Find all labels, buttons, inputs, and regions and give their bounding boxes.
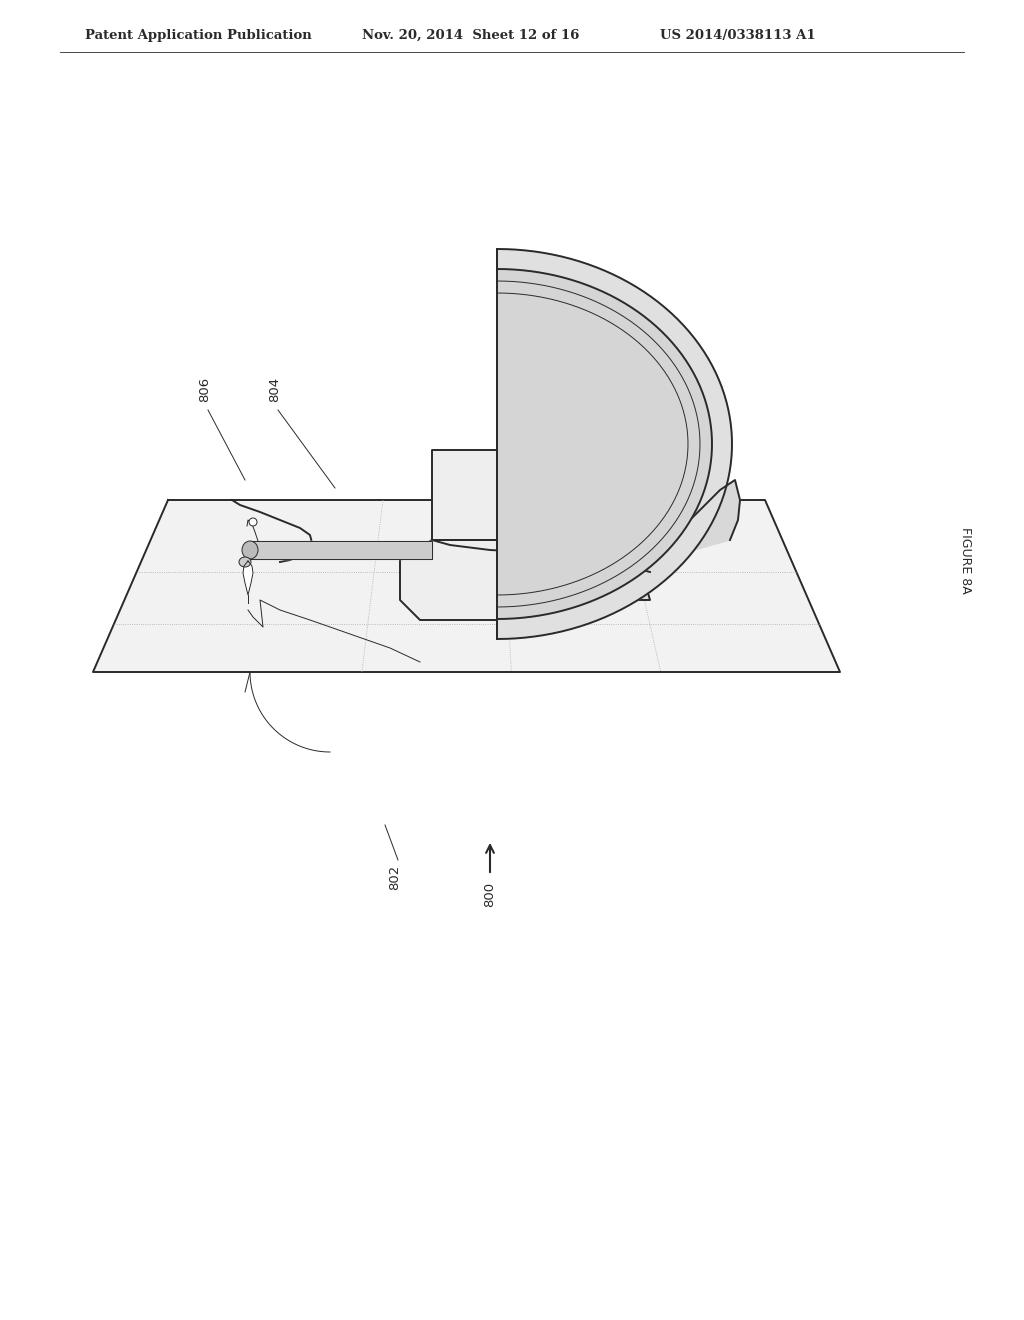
Polygon shape (640, 480, 740, 565)
Text: US 2014/0338113 A1: US 2014/0338113 A1 (660, 29, 816, 41)
Text: 800: 800 (483, 882, 497, 907)
Polygon shape (570, 450, 640, 565)
Ellipse shape (239, 557, 251, 568)
Polygon shape (250, 541, 432, 558)
Polygon shape (400, 540, 605, 620)
Polygon shape (243, 561, 253, 595)
Polygon shape (432, 450, 570, 540)
Text: FIGURE 8A: FIGURE 8A (958, 527, 972, 594)
Text: Patent Application Publication: Patent Application Publication (85, 29, 311, 41)
Text: 806: 806 (199, 378, 212, 403)
Text: Nov. 20, 2014  Sheet 12 of 16: Nov. 20, 2014 Sheet 12 of 16 (362, 29, 580, 41)
Ellipse shape (242, 541, 258, 558)
Polygon shape (93, 500, 840, 672)
Ellipse shape (249, 517, 257, 525)
Polygon shape (497, 249, 732, 639)
Polygon shape (497, 269, 712, 619)
Polygon shape (570, 540, 650, 601)
Text: 802: 802 (388, 865, 401, 890)
Text: 804: 804 (268, 378, 282, 403)
